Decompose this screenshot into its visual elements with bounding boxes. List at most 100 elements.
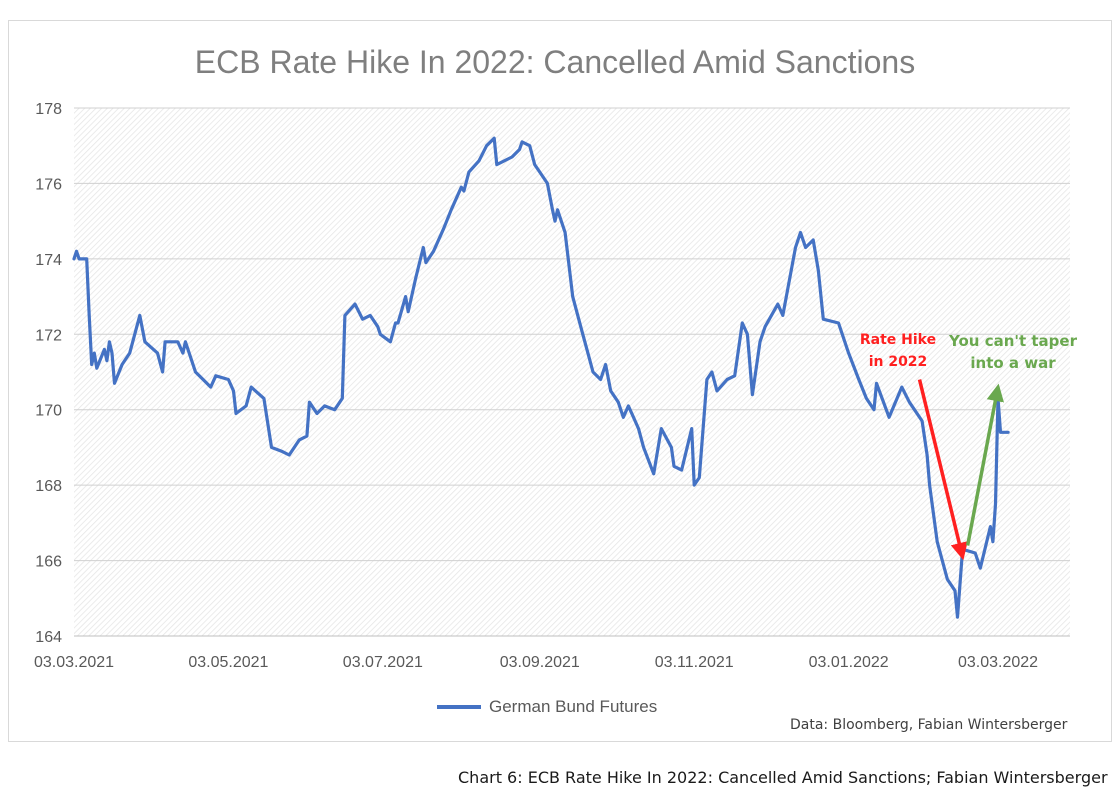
data-point	[425, 262, 427, 264]
data-point	[837, 322, 840, 324]
x-tick-label: 03.01.2022	[809, 654, 889, 671]
plot-area	[74, 108, 1070, 636]
data-point	[103, 348, 105, 350]
data-point	[605, 363, 607, 366]
data-point	[194, 371, 197, 373]
data-point	[888, 416, 890, 418]
data-point	[600, 378, 602, 381]
data-point	[478, 160, 480, 162]
data-point	[129, 352, 131, 354]
data-point	[812, 239, 814, 241]
data-point	[316, 412, 318, 415]
data-point	[681, 469, 683, 471]
data-point	[653, 473, 655, 475]
data-point	[546, 182, 549, 184]
data-point	[407, 311, 409, 313]
data-point	[281, 450, 283, 452]
data-point	[711, 371, 713, 373]
data-point	[389, 341, 391, 343]
data-point	[139, 314, 141, 316]
data-point	[822, 318, 824, 320]
source-note: Data: Bloomberg, Fabian Wintersberger	[790, 717, 1068, 733]
data-point	[858, 378, 860, 381]
x-axis: 03.03.2021 03.05.2021 03.07.2021 03.09.2021…	[34, 635, 1070, 671]
legend-swatch	[437, 705, 481, 709]
data-point	[93, 352, 95, 354]
data-point	[582, 333, 584, 335]
y-tick-label: 174	[35, 252, 62, 269]
data-point	[564, 231, 566, 234]
data-point	[182, 352, 184, 354]
data-point	[415, 277, 417, 279]
data-point	[397, 322, 399, 324]
data-point	[534, 164, 536, 166]
data-point	[994, 503, 997, 505]
y-tick-label: 172	[35, 327, 62, 344]
data-point	[344, 314, 346, 316]
data-point	[288, 454, 290, 456]
data-point	[432, 250, 435, 252]
x-tick-label: 03.03.2021	[34, 654, 114, 671]
data-point	[999, 431, 1002, 433]
data-point	[443, 228, 445, 230]
data-point	[587, 352, 589, 354]
data-point	[622, 416, 624, 418]
y-tick-label: 176	[35, 176, 62, 193]
data-point	[941, 560, 943, 562]
data-point	[764, 326, 766, 328]
data-point	[734, 375, 736, 377]
data-point	[113, 382, 116, 384]
data-point	[946, 578, 949, 581]
series-layer	[72, 136, 1010, 619]
y-axis: 164 166 168 170 172 174 176 178	[35, 101, 62, 646]
y-tick-label: 166	[35, 554, 62, 571]
data-point	[974, 552, 976, 554]
data-point	[73, 258, 75, 260]
data-point	[324, 405, 326, 407]
data-point	[86, 258, 88, 260]
data-point	[245, 405, 247, 407]
annotation-label: into a war	[970, 354, 1056, 372]
data-point	[592, 371, 594, 373]
data-point	[706, 378, 708, 381]
data-point	[184, 341, 186, 343]
data-point	[741, 322, 743, 324]
data-point	[341, 397, 343, 399]
data-point	[817, 269, 819, 271]
data-point	[354, 303, 356, 305]
data-point	[691, 428, 693, 430]
data-point	[936, 541, 938, 543]
data-point	[227, 378, 229, 381]
data-point	[539, 171, 541, 173]
data-point	[111, 352, 113, 354]
data-point	[377, 326, 379, 328]
data-point	[954, 590, 956, 592]
data-point	[1007, 431, 1009, 433]
data-point	[164, 341, 166, 343]
data-point	[875, 382, 878, 384]
data-point	[210, 386, 212, 388]
annotation-layer: Rate Hike in 2022 You can't taper into a wa…	[860, 332, 1078, 561]
data-point	[921, 420, 923, 422]
data-point	[751, 394, 754, 396]
data-point	[144, 341, 146, 343]
data-point	[468, 171, 470, 173]
data-point	[405, 296, 407, 298]
data-point	[250, 386, 252, 388]
x-tick-label: 03.03.2022	[958, 654, 1038, 671]
data-point	[746, 333, 749, 335]
x-tick-label: 03.11.2021	[655, 654, 734, 671]
data-point	[486, 145, 488, 147]
data-point	[979, 567, 981, 569]
data-point	[670, 446, 673, 448]
data-point	[88, 314, 90, 316]
data-point	[511, 156, 513, 158]
y-tick-label: 178	[35, 101, 62, 118]
data-point	[460, 186, 462, 188]
data-point	[362, 318, 364, 320]
data-point	[463, 190, 465, 192]
data-point	[556, 209, 559, 211]
data-point	[992, 541, 994, 543]
data-point	[848, 352, 850, 354]
